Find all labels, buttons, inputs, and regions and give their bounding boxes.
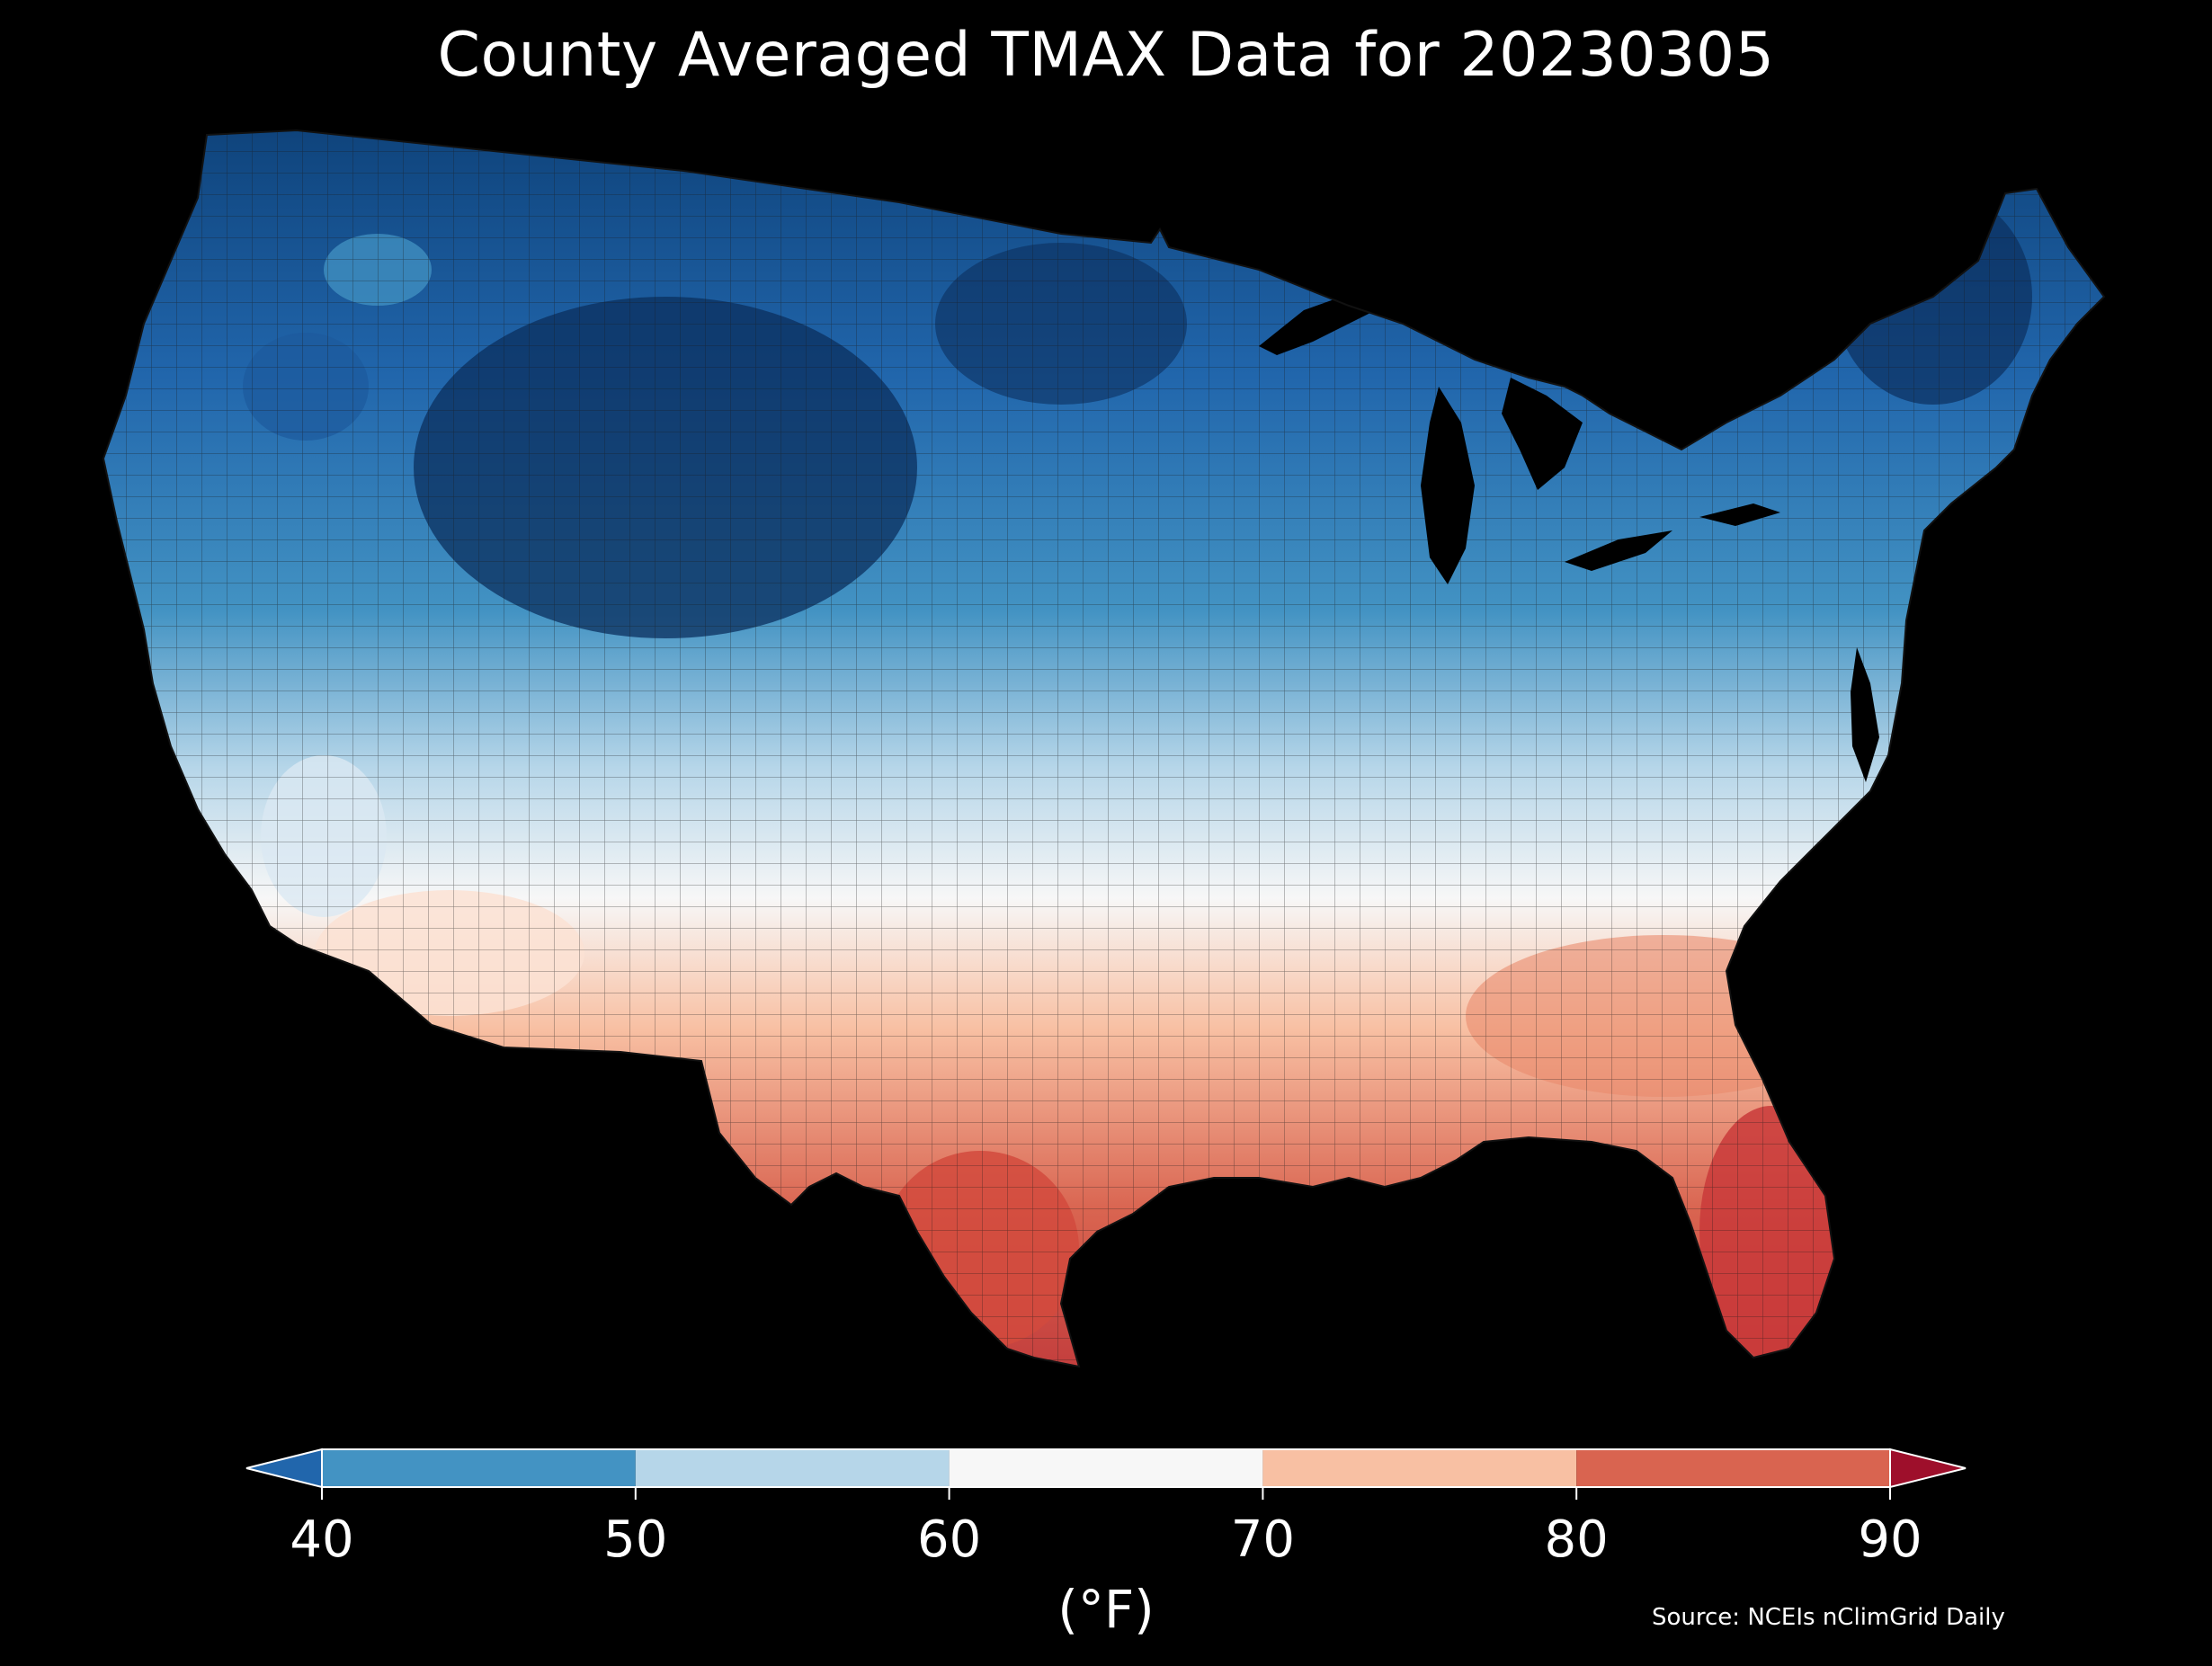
map-title: County Averaged TMAX Data for 20230305 xyxy=(437,20,1775,91)
lake-michigan xyxy=(1421,387,1475,584)
colorbar-tick-label: 60 xyxy=(916,1510,982,1569)
lake-erie xyxy=(1565,530,1672,571)
colorbar-bin xyxy=(1576,1449,1890,1487)
colorbar-extend-low xyxy=(245,1448,323,1489)
colorbar-unit-label: (°F) xyxy=(1057,1579,1155,1640)
colorbar-bin xyxy=(949,1449,1263,1487)
colorbar-outline xyxy=(321,1448,1891,1488)
chesapeake-bay xyxy=(1851,647,1879,782)
colorbar-bin xyxy=(1262,1449,1577,1487)
colorbar-bin xyxy=(322,1449,636,1487)
colorbar-bin xyxy=(635,1449,950,1487)
colorbar-tick-label: 40 xyxy=(290,1510,354,1569)
colorbar-extend-high xyxy=(1889,1448,1967,1489)
source-label: Source: NCEIs nClimGrid Daily xyxy=(1652,1604,2005,1631)
colorbar-tick-label: 90 xyxy=(1858,1510,1922,1569)
lake-superior xyxy=(1259,288,1403,355)
colorbar-tick-label: 70 xyxy=(1230,1510,1296,1569)
us-landmass xyxy=(103,130,2104,1367)
lake-ontario xyxy=(1699,503,1780,526)
great-lakes xyxy=(1259,288,1780,584)
us-county-tmax-map xyxy=(103,129,2105,1368)
colorbar-tick-label: 50 xyxy=(603,1510,668,1569)
colorbar-tick-label: 80 xyxy=(1544,1510,1609,1569)
lake-huron xyxy=(1502,378,1583,490)
